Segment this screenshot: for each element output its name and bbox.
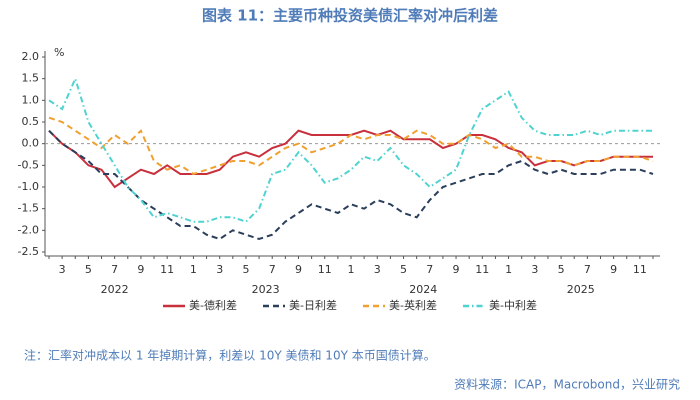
legend-label: 美-英利差 [389,298,437,312]
note: 注：汇率对冲成本以 1 年掉期计算，利差以 10Y 美债和 10Y 本币国债计算… [24,348,436,363]
x-tick-label: 9 [137,263,144,276]
y-tick-label: 0.5 [22,115,40,128]
y-tick-label: -2.0 [18,223,39,236]
x-tick-label: 11 [160,263,174,276]
x-tick-label: 11 [475,263,489,276]
legend-label: 美-中利差 [489,298,537,312]
year-label: 2022 [101,283,129,296]
x-tick-label: 9 [453,263,460,276]
x-tick-label: 1 [348,263,355,276]
legend-label: 美-德利差 [189,298,237,312]
year-label: 2023 [252,283,280,296]
series-line [48,129,653,189]
y-tick-label: 2.0 [22,50,40,63]
year-label: 2024 [409,283,437,296]
x-tick-label: 11 [633,263,647,276]
y-tick-label: -1.0 [18,180,39,193]
y-tick-label: 0.0 [22,137,40,150]
x-tick-label: 5 [85,263,92,276]
x-tick-label: 7 [111,263,118,276]
y-tick-label: 1.5 [22,72,40,85]
x-tick-label: 1 [190,263,197,276]
x-tick-label: 7 [584,263,591,276]
series-line [48,116,654,176]
source: 资料来源：ICAP，Macrobond，兴业研究 [454,377,680,392]
x-tick-label: 1 [505,263,512,276]
legend-label: 美-日利差 [289,298,337,312]
y-unit: % [54,46,64,59]
x-tick-label: 11 [318,263,332,276]
y-tick-label: -0.5 [18,158,39,171]
x-tick-label: 5 [400,263,407,276]
x-tick-label: 3 [216,263,223,276]
x-tick-label: 3 [59,263,66,276]
x-tick-label: 7 [269,263,276,276]
chart-title: 图表 11：主要币种投资美债汇率对冲后利差 [202,7,498,25]
x-tick-label: 9 [610,263,617,276]
y-tick-label: -2.5 [18,245,39,258]
series-line [48,75,653,223]
y-tick-label: -1.5 [18,202,39,215]
x-tick-label: 3 [531,263,538,276]
year-label: 2025 [567,283,595,296]
series-line [48,129,654,241]
x-tick-label: 3 [374,263,381,276]
x-tick-label: 7 [426,263,433,276]
x-tick-label: 9 [295,263,302,276]
x-tick-label: 5 [242,263,249,276]
x-tick-label: 5 [558,263,565,276]
y-tick-label: 1.0 [22,93,40,106]
